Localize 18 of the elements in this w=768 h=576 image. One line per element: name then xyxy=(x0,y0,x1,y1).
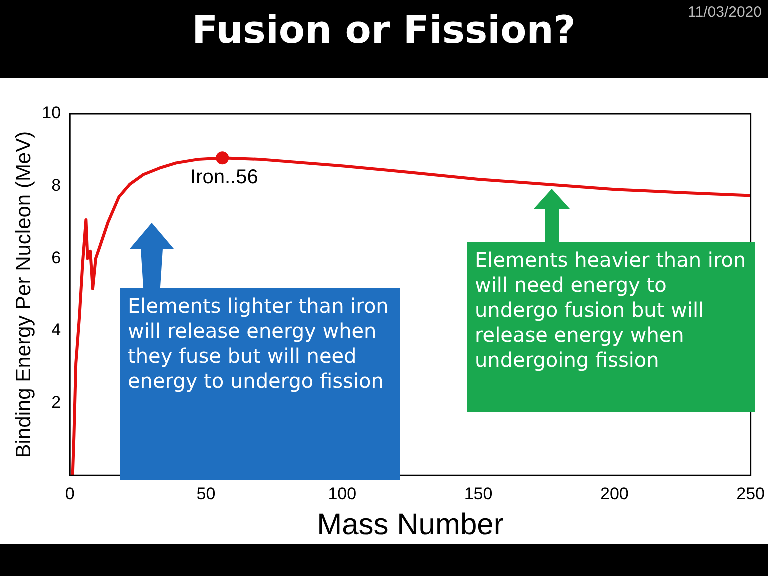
note-box: Elements heavier than iron will need energy to undergo fusion but will release energy when undergoing fission xyxy=(467,242,755,412)
x-tick-label: 250 xyxy=(736,484,766,504)
y-axis-title: Binding Energy Per Nucleon (MeV) xyxy=(12,131,36,458)
x-tick-label: 0 xyxy=(65,484,75,504)
chart-title: Fusion or Fission? xyxy=(192,8,576,52)
note-box: Elements lighter than iron will release energy when they fuse but will need energy to undergo fission xyxy=(120,288,400,480)
x-axis-title: Mass Number xyxy=(317,508,504,542)
y-tick-label: 4 xyxy=(52,320,62,340)
annotation: Iron..56 xyxy=(190,166,258,189)
text: 11/03/2020 xyxy=(688,4,762,21)
y-tick-label: 2 xyxy=(52,392,62,412)
x-tick-label: 150 xyxy=(464,484,493,504)
x-tick-label: 50 xyxy=(196,484,216,504)
x-tick-label: 200 xyxy=(600,484,629,504)
y-tick-label: 6 xyxy=(52,248,62,268)
x-tick-label: 100 xyxy=(328,484,357,504)
y-tick-label: 8 xyxy=(52,176,62,196)
y-tick-label: 10 xyxy=(42,104,62,123)
